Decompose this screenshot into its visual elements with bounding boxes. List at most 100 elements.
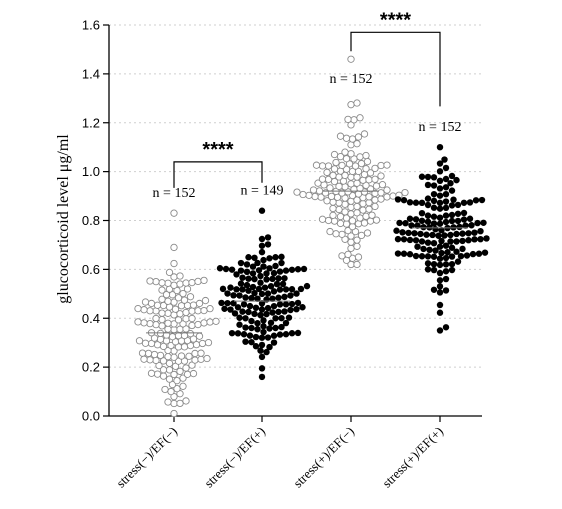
mean-lines — [146, 190, 468, 334]
data-point — [324, 216, 333, 225]
data-point — [418, 173, 426, 180]
data-point — [237, 280, 245, 287]
data-point — [453, 238, 460, 245]
data-point — [245, 275, 252, 282]
data-point — [441, 232, 448, 239]
data-point — [191, 356, 199, 364]
data-point — [263, 270, 270, 277]
data-point — [329, 204, 337, 213]
data-point — [233, 286, 240, 293]
data-point — [270, 288, 278, 295]
data-point — [414, 222, 421, 229]
data-point — [188, 321, 196, 330]
data-point — [206, 318, 214, 326]
data-point — [347, 150, 355, 158]
data-point — [329, 171, 337, 180]
data-point — [140, 355, 148, 363]
data-point — [266, 255, 273, 262]
data-point — [174, 332, 183, 340]
data-point — [270, 332, 278, 339]
data-point — [400, 236, 408, 243]
annotations: n = 152 n = 149 n = 152 n = 152 **** **** — [153, 9, 462, 201]
data-point — [430, 239, 438, 247]
data-point — [332, 158, 340, 167]
data-point — [314, 179, 322, 187]
data-point — [480, 219, 487, 226]
data-point — [146, 319, 154, 328]
data-point — [243, 281, 251, 289]
data-point — [335, 205, 343, 214]
data-point — [466, 199, 474, 206]
data-point — [400, 250, 408, 257]
data-point — [249, 283, 257, 291]
data-point — [179, 289, 187, 298]
data-point — [170, 353, 178, 361]
significance-label: **** — [380, 9, 411, 31]
data-point — [267, 283, 275, 290]
data-point — [251, 289, 258, 297]
data-point — [436, 243, 444, 250]
data-point — [278, 259, 285, 267]
data-point — [260, 328, 267, 336]
data-point — [350, 116, 358, 124]
data-point — [406, 236, 414, 244]
data-point — [418, 238, 426, 245]
data-point — [460, 209, 468, 217]
data-point — [188, 314, 196, 323]
data-point — [194, 320, 202, 329]
y-axis: 0.0 0.2 0.4 0.6 0.8 1.0 1.2 1.4 1.6 — [82, 18, 110, 424]
data-point — [176, 280, 184, 288]
data-point — [188, 307, 196, 315]
data-point — [448, 253, 456, 260]
data-point — [450, 224, 457, 231]
data-point — [394, 196, 402, 203]
data-point — [365, 205, 373, 213]
data-point — [353, 179, 361, 187]
data-point — [432, 226, 439, 233]
data-point — [170, 370, 178, 379]
data-point — [281, 308, 288, 315]
data-point — [170, 209, 178, 217]
data-point — [264, 241, 272, 248]
data-point — [353, 236, 361, 244]
data-point — [442, 268, 450, 275]
data-point — [273, 280, 281, 288]
data-point — [242, 294, 249, 301]
data-point — [309, 186, 318, 194]
data-point — [357, 159, 366, 168]
data-point — [436, 185, 444, 192]
data-point — [269, 295, 276, 302]
data-point — [195, 299, 204, 308]
data-point — [418, 217, 426, 225]
data-point — [400, 196, 408, 204]
data-point — [278, 253, 285, 261]
data-point — [454, 201, 462, 209]
data-point — [303, 282, 311, 290]
data-point — [447, 238, 454, 245]
data-point — [141, 298, 150, 306]
data-point — [281, 293, 288, 301]
data-point — [341, 200, 349, 208]
data-point — [224, 299, 231, 307]
data-point — [323, 168, 331, 177]
x-axis: stress(−)/EF(−) stress(−)/EF(+) stress(+)/… — [109, 415, 482, 490]
data-point — [251, 310, 258, 318]
data-point — [269, 275, 276, 283]
data-point — [282, 331, 290, 338]
data-point — [288, 286, 296, 293]
data-point — [258, 306, 266, 313]
data-point — [218, 299, 225, 307]
data-point — [442, 164, 450, 172]
data-point — [254, 295, 261, 302]
data-point — [335, 182, 343, 190]
data-point — [279, 280, 287, 288]
data-point — [377, 161, 385, 170]
data-point — [430, 204, 438, 211]
data-point — [454, 210, 462, 217]
data-point — [414, 243, 421, 250]
data-point — [417, 230, 424, 238]
data-point — [448, 260, 456, 268]
data-point — [468, 222, 475, 229]
data-point — [144, 349, 153, 358]
